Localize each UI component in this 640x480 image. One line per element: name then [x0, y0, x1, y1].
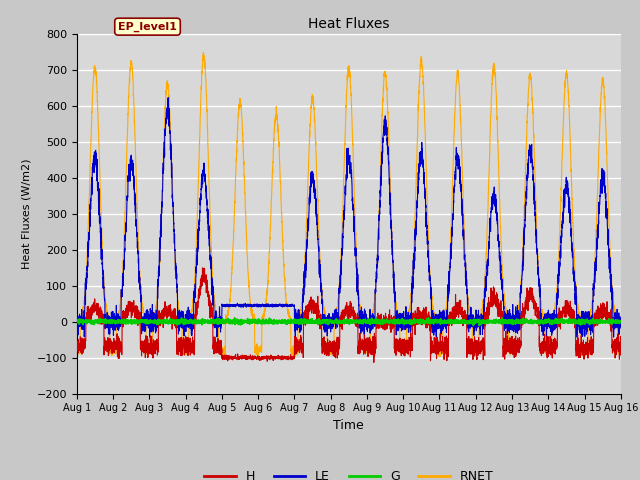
Title: Heat Fluxes: Heat Fluxes [308, 17, 390, 31]
Text: EP_level1: EP_level1 [118, 22, 177, 32]
X-axis label: Time: Time [333, 419, 364, 432]
Y-axis label: Heat Fluxes (W/m2): Heat Fluxes (W/m2) [21, 158, 31, 269]
Legend: H, LE, G, RNET: H, LE, G, RNET [199, 465, 499, 480]
